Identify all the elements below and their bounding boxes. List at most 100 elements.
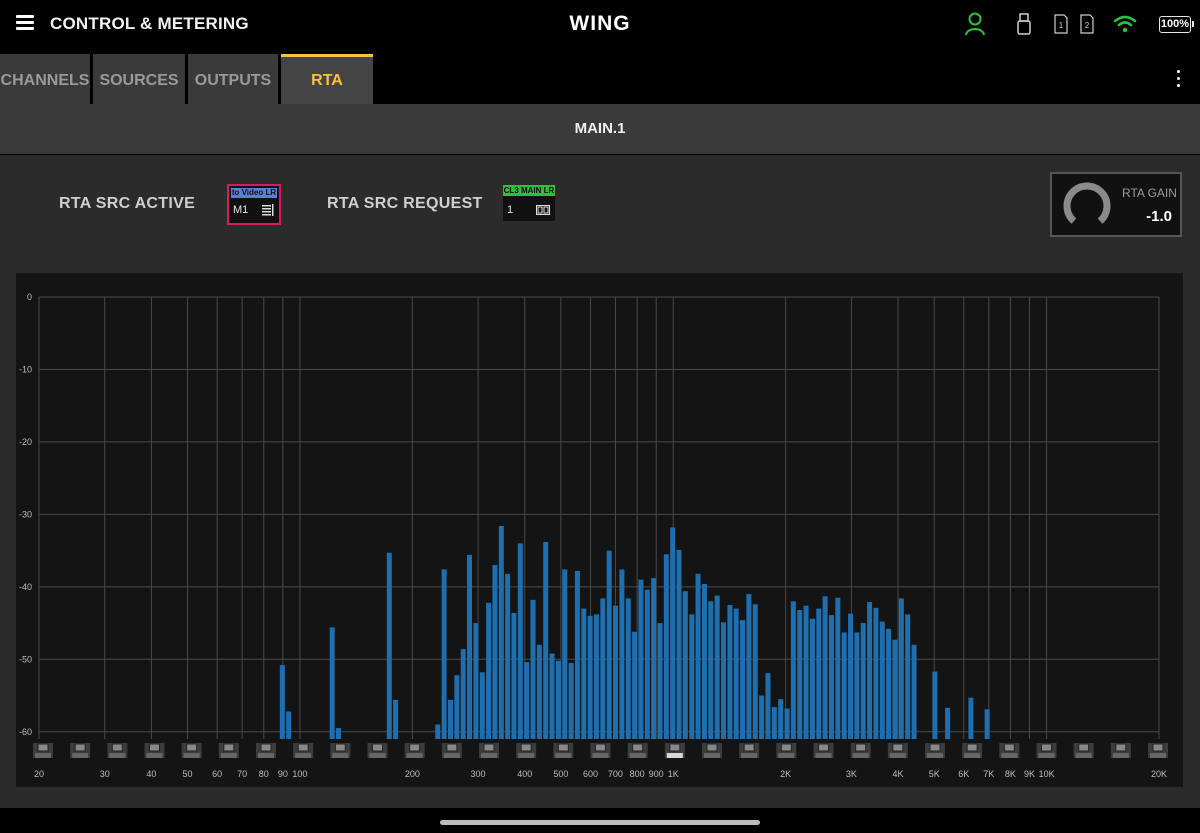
card-1-label: 1 [1059,21,1064,30]
y-tick-label: -60 [19,727,32,737]
eq-fader-base [35,753,51,758]
eq-fader-cap [1115,743,1127,752]
eq-fader-base [146,753,163,758]
x-tick-label: 700 [608,769,623,779]
x-tick-label: 30 [100,769,110,779]
home-indicator[interactable] [440,820,760,825]
usb-icon[interactable] [1016,12,1032,36]
rta-bar [905,614,911,739]
rta-gain-value: -1.0 [1146,208,1172,225]
rta-bar [945,707,951,739]
rta-bar [613,605,619,739]
y-tick-label: -30 [19,509,32,519]
y-tick-label: -40 [19,582,32,592]
rta-bar [593,614,599,739]
eq-fader-cap [855,743,867,752]
x-tick-label: 2K [780,769,791,779]
tab-rta[interactable]: RTA [281,54,373,104]
eq-fader-cap [111,743,123,752]
rta-bar [848,613,854,739]
rta-gain-label: RTA GAIN [1122,186,1177,200]
user-icon[interactable] [964,12,986,36]
rta-bar [746,594,752,739]
rta-bar [727,604,733,739]
rta-bar [759,695,765,739]
x-tick-label: 800 [630,769,645,779]
rta-bar [587,615,593,739]
rta-bar [797,610,803,739]
rta-bar [606,550,612,739]
x-tick-label: 70 [237,769,247,779]
eq-fader-cap [632,743,644,752]
rta-bar [932,671,938,739]
rta-bar [632,631,638,739]
eq-fader-cap [669,743,681,752]
eq-fader-base [852,753,869,758]
tab-channels[interactable]: CHANNELS [0,54,90,104]
hamburger-menu-icon[interactable] [16,15,34,31]
eq-fader-base [704,753,720,758]
rta-bar [441,569,447,739]
eq-fader-base [518,753,535,758]
rta-bar [765,673,771,739]
rta-bar [473,623,479,739]
x-tick-label: 80 [259,769,269,779]
rta-bar [625,598,631,739]
section-title: MAIN.1 [0,104,1200,154]
rta-bar [695,573,701,739]
card-2-icon[interactable]: 2 [1080,14,1094,34]
eq-fader-cap [892,743,904,752]
eq-fader-base [109,753,126,758]
rta-bar [447,699,453,739]
rta-bar [517,543,523,739]
x-tick-label: 3K [846,769,857,779]
more-options-icon[interactable] [1174,70,1182,90]
x-tick-label: 1K [668,769,679,779]
eq-fader-cap [557,743,569,752]
rta-bar [733,608,739,739]
gain-knob[interactable] [1061,180,1113,232]
eq-fader-base [555,753,572,758]
wifi-icon[interactable] [1113,14,1137,34]
eq-fader-cap [483,743,495,752]
tab-sources[interactable]: SOURCES [93,54,185,104]
rta-bar [505,573,511,739]
rta-bar [486,602,492,739]
eq-fader-cap [1078,743,1090,752]
rta-src-request-button[interactable]: CL3 MAIN LR 1 [503,185,555,221]
rta-panel: RTA SRC ACTIVE to Video LR M1 RTA SRC RE… [0,155,1200,808]
x-tick-label: 40 [146,769,156,779]
eq-fader-base [889,753,906,758]
rta-bar [479,672,485,739]
tab-outputs[interactable]: OUTPUTS [188,54,278,104]
x-tick-label: 6K [958,769,969,779]
eq-fader-base [406,753,423,758]
rta-bar [886,628,892,739]
x-tick-label: 200 [405,769,420,779]
rta-bar [816,608,822,739]
x-tick-label: 5K [929,769,940,779]
rta-bar [873,607,879,739]
rta-bar [498,525,504,739]
card-1-icon[interactable]: 1 [1054,14,1068,34]
rta-bar [740,620,746,739]
rta-bar [867,602,873,739]
x-tick-label: 7K [983,769,994,779]
eq-fader-cap [37,743,49,752]
rta-bar [809,618,815,739]
bottom-bar [0,808,1200,833]
eq-fader-cap [186,743,198,752]
eq-fader-base [964,753,981,758]
eq-fader-base [666,753,683,758]
rta-bar [701,583,707,739]
eq-fader-cap [149,743,160,752]
rta-src-active-button[interactable]: to Video LR M1 [227,184,281,225]
eq-fader-cap [1003,743,1015,752]
eq-fader-cap [743,743,755,752]
rta-gain-control[interactable]: RTA GAIN -1.0 [1050,172,1182,237]
rta-bar [555,660,561,739]
rta-bar [568,662,574,739]
rta-bar [841,632,847,739]
y-tick-label: -50 [19,654,32,664]
x-tick-label: 600 [583,769,598,779]
